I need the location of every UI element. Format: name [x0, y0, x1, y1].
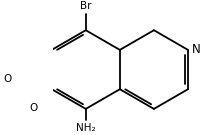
- Text: N: N: [191, 43, 199, 56]
- Text: O: O: [3, 74, 11, 84]
- Text: O: O: [29, 103, 37, 113]
- Text: Br: Br: [80, 1, 91, 11]
- Text: NH₂: NH₂: [76, 123, 95, 133]
